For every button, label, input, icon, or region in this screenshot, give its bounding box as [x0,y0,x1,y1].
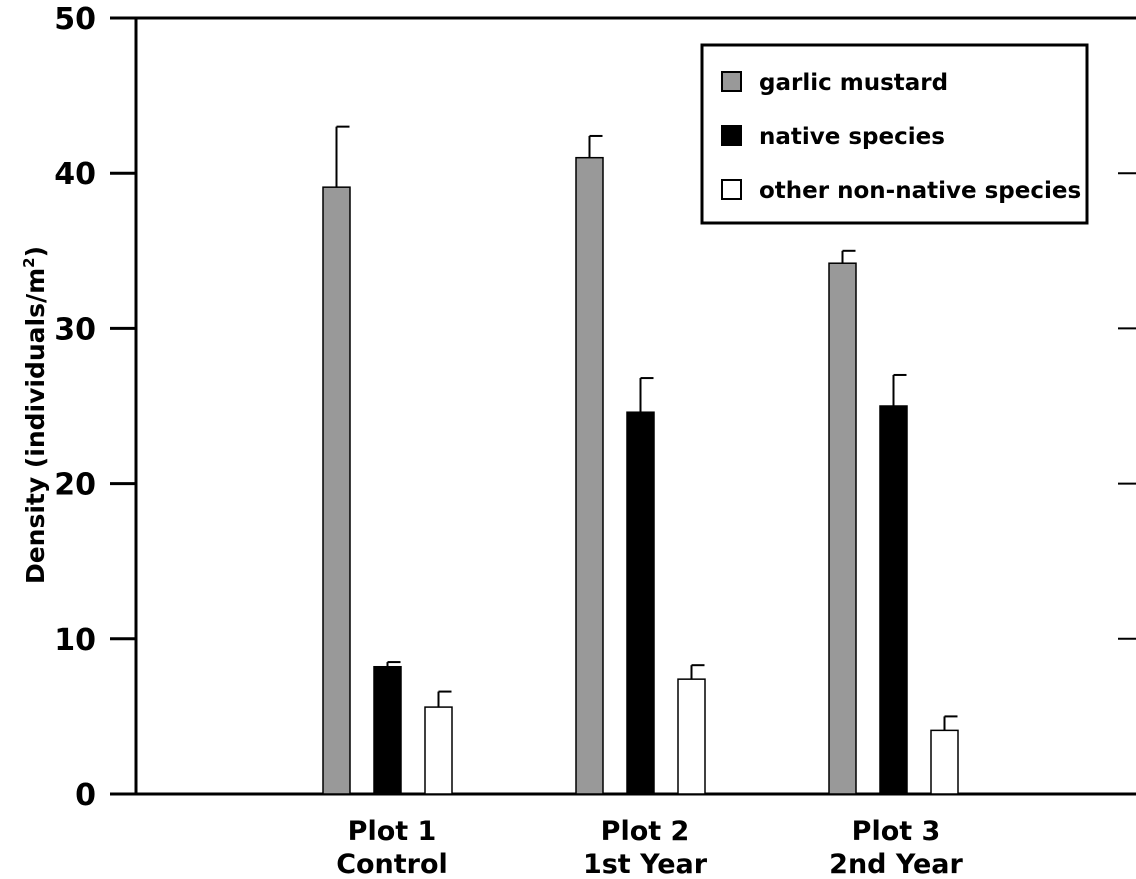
x-category-label: Control [336,849,448,879]
bar-native-species [626,411,655,795]
y-ticks: 0 10 20 30 40 50 [54,2,1136,813]
y-tick-label: 10 [54,623,96,658]
bar-other-non-native-species [930,729,959,795]
legend-swatch-other-non-native-species [721,179,742,200]
legend: garlic mustard native species other non-na… [700,43,1089,225]
legend-label: garlic mustard [759,70,948,96]
legend-label: native species [759,124,945,150]
y-axis-title-text: Density (individuals/m [21,268,50,584]
bar-native-species [373,665,402,795]
legend-swatch-native-species [721,125,742,146]
bars [322,125,959,795]
x-category-label: 2nd Year [829,849,963,879]
y-axis-title: Density (individuals/m2) [20,246,50,584]
x-category-label: Plot 3 [852,816,941,847]
bar-garlic-mustard [575,156,604,795]
bar-garlic-mustard [322,186,351,795]
y-tick-label: 40 [54,157,96,192]
axes [110,16,1136,796]
legend-swatch-garlic-mustard [721,71,742,92]
x-category-label: Plot 1 [348,816,437,847]
legend-box [700,43,1089,225]
legend-label: other non-native species [759,178,1081,204]
bar-garlic-mustard [828,262,857,795]
bar-other-non-native-species [424,706,453,795]
bar-other-non-native-species [677,678,706,795]
x-category-label: 1st Year [583,849,708,879]
y-tick-label: 50 [54,2,96,37]
y-axis-title-close: ) [21,246,50,257]
y-tick-label: 20 [54,468,96,503]
y-tick-label: 0 [75,778,96,813]
y-tick-label: 30 [54,312,96,347]
x-category-label: Plot 2 [601,816,690,847]
bar-native-species [879,405,908,795]
y-axis-title-superscript: 2 [20,257,38,267]
